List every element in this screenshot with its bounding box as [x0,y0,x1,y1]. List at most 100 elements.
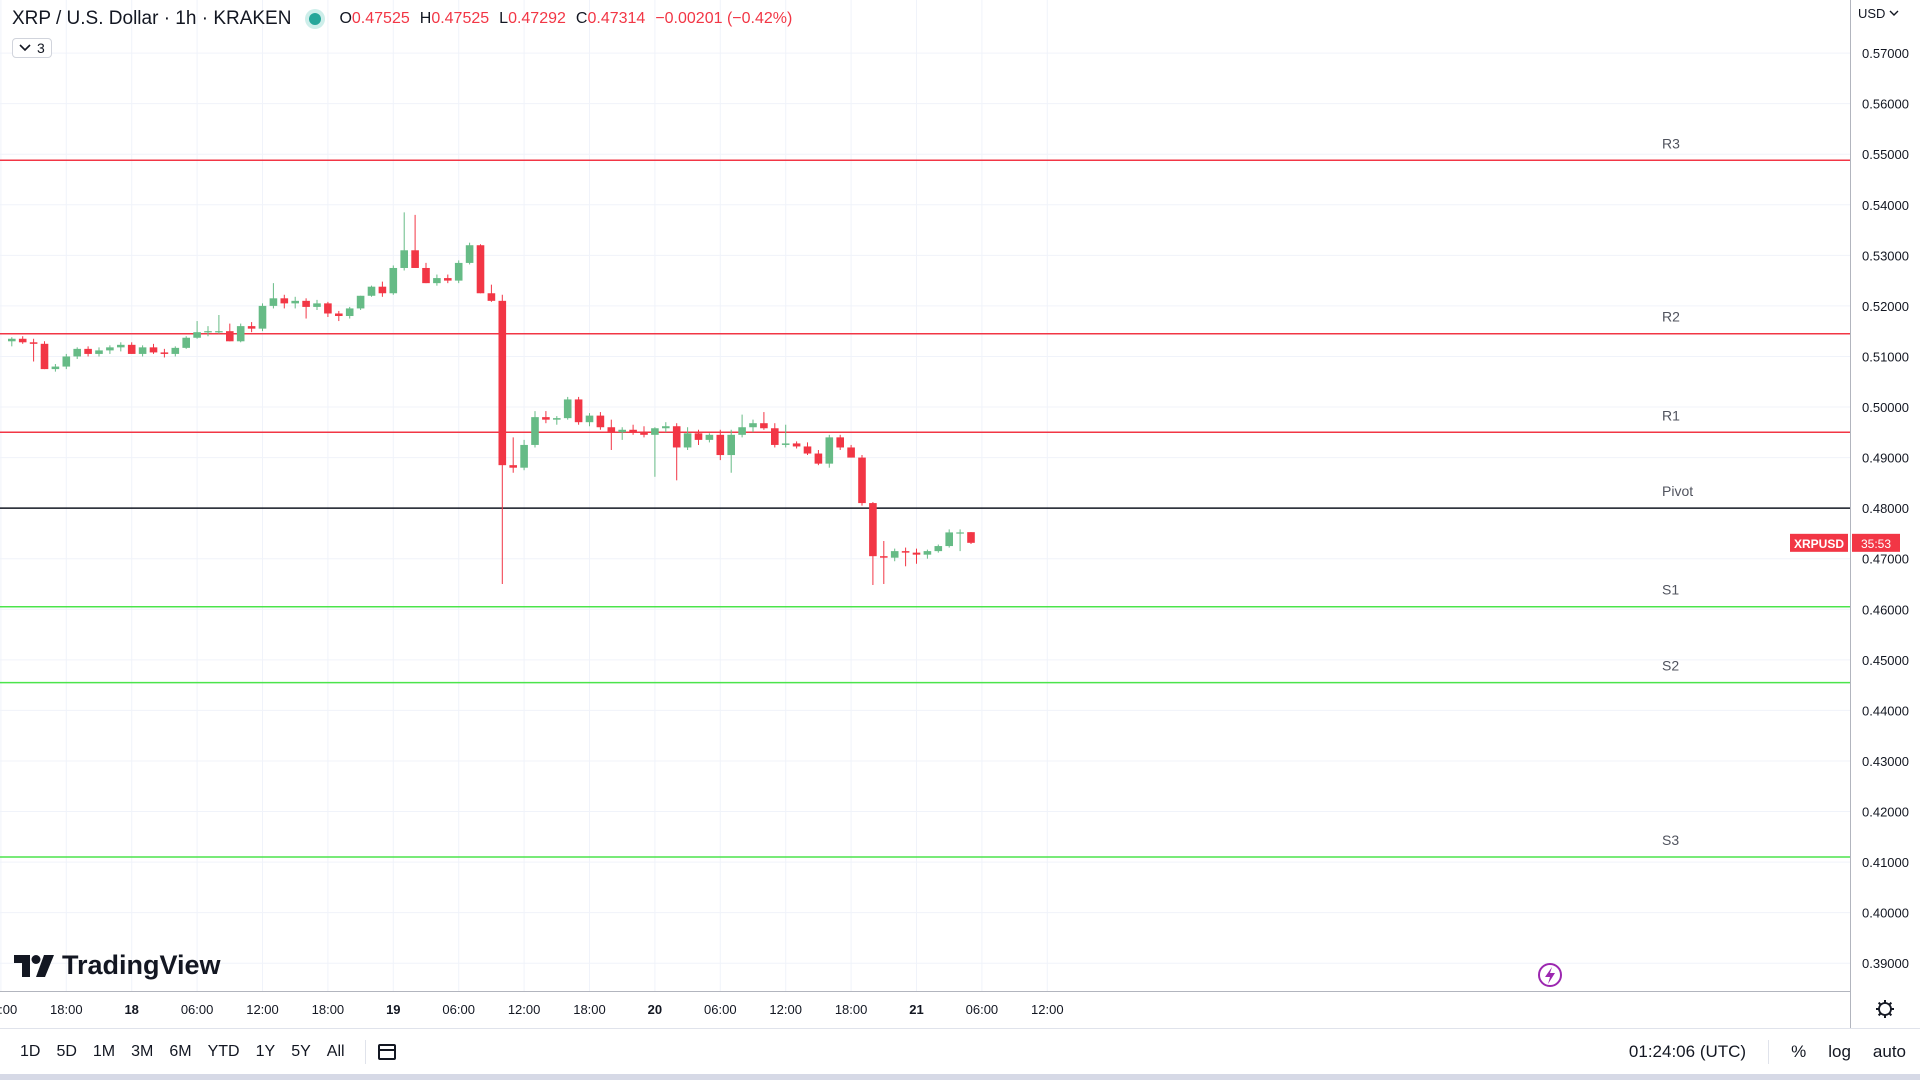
candle [585,413,594,427]
candle [607,419,616,450]
market-status-icon[interactable] [309,13,322,25]
y-tick-label: 0.40000 [1862,906,1909,921]
candle [771,423,779,448]
range-button-3m[interactable]: 3M [131,1043,154,1060]
log-scale-toggle[interactable]: log [1828,1042,1851,1061]
candle [411,214,419,268]
gear-icon-tooth [1877,1012,1882,1017]
candle-body [95,350,103,354]
candle-body [498,300,507,466]
candle-body [149,347,158,353]
candle-body [509,465,517,468]
candle [509,437,517,473]
candle [487,284,496,302]
candle [683,427,692,450]
candle [138,345,147,357]
candle-body [574,399,583,423]
candle-body [302,300,310,307]
candle-body [62,356,71,367]
candle [247,322,256,333]
range-button-ytd[interactable]: YTD [207,1043,240,1060]
y-tick-label: 0.54000 [1862,198,1909,213]
candle [258,303,267,332]
x-tick-label: 12:00 [246,1002,279,1017]
range-button-1m[interactable]: 1M [92,1043,116,1060]
range-button-6m[interactable]: 6M [169,1043,192,1060]
candle [236,323,245,343]
x-tick-label: 18:00 [312,1002,345,1017]
x-tick-label: 06:00 [442,1002,475,1017]
bottom-toolbar: 1D 5D 1M 3M 6M YTD 1Y 5Y All 01:24:06 (UTC) % lo… [0,1028,1920,1075]
utc-clock[interactable]: 01:24:06 (UTC) [1628,1042,1747,1061]
candle [542,411,550,424]
currency-selector[interactable]: USD [1858,6,1899,21]
gear-icon[interactable] [1876,1000,1894,1018]
candle [967,532,975,544]
candle-body [749,423,757,428]
candle-body [160,352,169,354]
level-label-r1: R1 [1662,407,1680,423]
candle-body [127,344,136,354]
candle [95,347,103,357]
candle-body [335,313,343,317]
candle-body [182,337,190,348]
candle [204,326,212,337]
candle-body [945,532,953,547]
calendar-range-icon[interactable] [377,1044,396,1060]
range-button-1y[interactable]: 1Y [255,1043,276,1060]
candle-body [476,245,485,294]
range-button-all[interactable]: All [326,1043,345,1060]
candle [302,298,310,319]
candle-body [956,532,964,534]
candle-body [553,418,561,420]
candle-body [662,426,670,429]
candle [727,429,735,473]
lightning-icon[interactable] [1538,963,1562,987]
open-label: O [339,10,352,27]
candle-body [73,348,81,357]
candle [422,262,430,284]
candle-body [487,293,496,301]
candle [324,301,332,318]
bottom-strip [0,1074,1920,1080]
y-tick-label: 0.48000 [1862,501,1909,516]
candle-body [236,326,245,342]
candle [553,416,561,425]
range-button-5d[interactable]: 5D [56,1043,77,1060]
candle-body [651,428,659,435]
chevron-down-icon [1889,10,1899,16]
candle [291,296,299,309]
range-button-1d[interactable]: 1D [20,1043,41,1060]
candle [433,274,441,286]
percent-scale-toggle[interactable]: % [1791,1042,1807,1061]
candle-body [814,453,823,464]
candle-body [781,443,790,445]
candle-body [247,326,256,329]
range-button-5y[interactable]: 5Y [291,1043,311,1060]
auto-scale-toggle[interactable]: auto [1872,1042,1906,1061]
candle-body [106,347,114,351]
candle-body [716,434,725,456]
candle-body [869,503,877,557]
low-label: L [499,10,509,27]
y-tick-label: 0.42000 [1862,805,1909,820]
candle [313,299,321,310]
countdown-tag-label: 35:53 [1861,537,1891,551]
candle-body [367,286,376,296]
candle-body [8,338,16,342]
candle [596,412,605,430]
low-value: 0.47292 [508,10,566,27]
candle [694,429,703,445]
candle-body [629,429,637,433]
candle-body [324,303,332,314]
candle [836,434,844,450]
countdown-tag-bg [1852,533,1900,552]
candle [149,343,158,354]
tradingview-logo[interactable]: TradingView [14,950,221,981]
candle-body [454,262,463,281]
indicators-toggle[interactable]: 3 [12,38,52,58]
x-tick-label: 18:00 [835,1002,868,1017]
symbol-title[interactable]: XRP / U.S. Dollar · 1h · KRAKEN [12,8,292,29]
